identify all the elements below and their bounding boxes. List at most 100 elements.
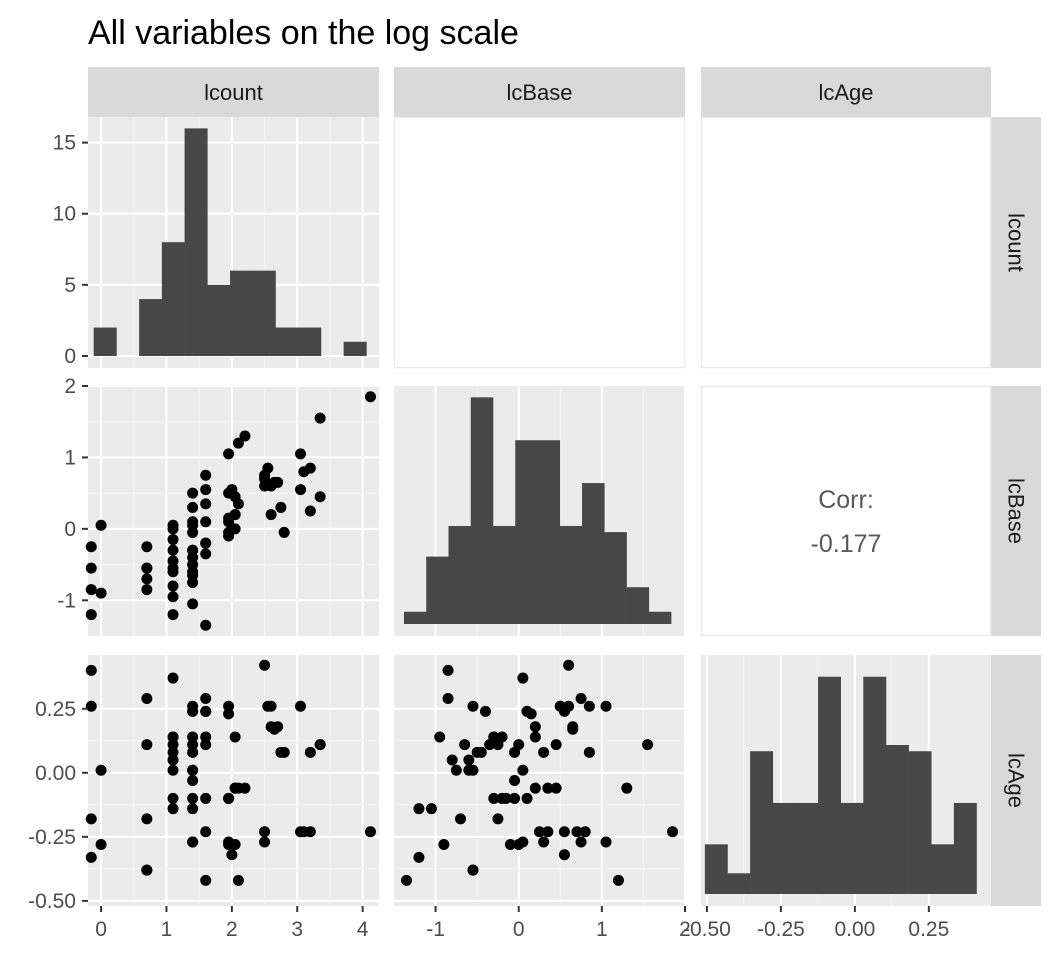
scatter-point: [232, 498, 244, 510]
scatter-point: [442, 693, 454, 705]
panel-lcount-lcount: [88, 117, 379, 368]
x-tick-label-lcBase: 0: [513, 918, 525, 941]
scatter-point: [167, 591, 179, 603]
histogram-bar: [818, 676, 841, 894]
y-tick-label-count: 10: [53, 203, 76, 226]
scatter-point: [200, 498, 212, 510]
scatter-point: [612, 874, 624, 886]
scatter-point: [446, 754, 458, 766]
scatter-point: [529, 782, 541, 794]
scatter-point: [558, 826, 570, 838]
scatter-point: [85, 541, 97, 553]
x-tick-label-lcount: 0: [95, 918, 107, 941]
scatter-point: [400, 874, 412, 886]
scatter-point: [295, 826, 307, 838]
histogram-bar: [537, 440, 561, 624]
scatter-point: [167, 523, 179, 535]
scatter-point: [187, 576, 199, 588]
x-tick-label-lcBase: 1: [596, 918, 608, 941]
scatter-point: [200, 469, 212, 481]
histogram-bar: [727, 873, 751, 894]
panel-lcAge-lcBase: [394, 655, 686, 906]
scatter-point: [513, 839, 525, 851]
scatter-point: [85, 584, 97, 596]
scatter-point: [413, 803, 425, 815]
scatter-point: [95, 519, 107, 531]
y-tick-label-lcAge: -0.25: [28, 826, 76, 849]
scatter-point: [223, 448, 235, 460]
scatter-point: [463, 764, 475, 776]
scatter-point: [187, 775, 199, 786]
x-tick-label-lcBase: 2: [679, 918, 691, 941]
scatter-point: [229, 731, 241, 743]
column-strip-label-lcAge: lcAge: [818, 80, 873, 105]
histogram-bar: [184, 128, 208, 356]
scatter-point: [167, 544, 179, 556]
scatter-point: [167, 746, 179, 758]
scatter-point: [314, 412, 326, 424]
scatter-point: [167, 803, 179, 815]
scatter-point: [200, 548, 212, 560]
scatter-point: [85, 813, 97, 825]
scatter-point: [364, 391, 376, 403]
scatter-point: [295, 484, 307, 496]
histogram-bar: [207, 284, 231, 356]
scatter-point: [642, 739, 654, 751]
histogram-bar: [908, 751, 932, 894]
scatter-point: [463, 754, 475, 766]
scatter-point: [187, 551, 199, 563]
scatter-point: [467, 864, 479, 876]
scatter-point: [200, 826, 212, 838]
histogram-bar: [93, 327, 117, 356]
scatter-point: [554, 700, 566, 712]
scatter-point: [364, 826, 376, 838]
scatter-point: [187, 501, 199, 513]
scatter-point: [459, 739, 471, 751]
correlation-value: -0.177: [811, 530, 882, 558]
scatter-point: [223, 700, 235, 712]
scatter-point: [167, 739, 179, 751]
histogram-bar: [275, 327, 299, 356]
histogram-bar: [252, 270, 276, 356]
scatter-point: [85, 664, 97, 676]
histogram-bar: [426, 556, 449, 624]
histogram-bar: [343, 341, 367, 356]
histogram-bar: [298, 327, 322, 356]
scatter-point: [496, 792, 508, 804]
scatter-point: [223, 792, 235, 804]
y-tick-label-lcBase: -1: [57, 589, 76, 612]
scatter-point: [141, 813, 153, 825]
panel-background: [393, 116, 686, 369]
scatter-point: [187, 519, 199, 531]
scatter-point: [563, 700, 575, 712]
scatter-point: [425, 803, 437, 815]
scatter-point: [517, 672, 529, 684]
scatter-point: [187, 803, 199, 815]
x-tick-label-lcount: 2: [226, 918, 238, 941]
scatter-point: [223, 708, 235, 720]
panel-lcAge-lcAge: [701, 655, 991, 906]
scatter-point: [226, 849, 238, 861]
scatter-point: [167, 580, 179, 592]
scatter-point: [167, 672, 179, 684]
panel-lcBase-lcBase: [394, 386, 686, 636]
scatter-point: [538, 746, 550, 758]
scatter-point: [141, 562, 153, 574]
scatter-point: [496, 731, 508, 743]
histogram-bar: [604, 532, 627, 624]
scatter-point: [621, 782, 633, 794]
y-tick-label-lcAge: 0.25: [35, 698, 76, 721]
panel-background: [700, 385, 992, 637]
scatter-point: [95, 764, 107, 776]
y-tick-label-lcBase: 0: [64, 518, 76, 541]
column-strip-label-lcBase: lcBase: [506, 80, 572, 105]
column-strip-lcBase: [394, 67, 685, 117]
histogram-bar: [161, 242, 185, 356]
scatter-point: [295, 700, 307, 712]
y-tick-label-lcBase: 1: [64, 446, 76, 469]
scatter-point: [85, 609, 97, 621]
column-strip-label-lcount: lcount: [204, 80, 263, 105]
scatter-point: [200, 739, 212, 751]
scatter-point: [488, 792, 500, 804]
histogram-bar: [931, 844, 955, 894]
